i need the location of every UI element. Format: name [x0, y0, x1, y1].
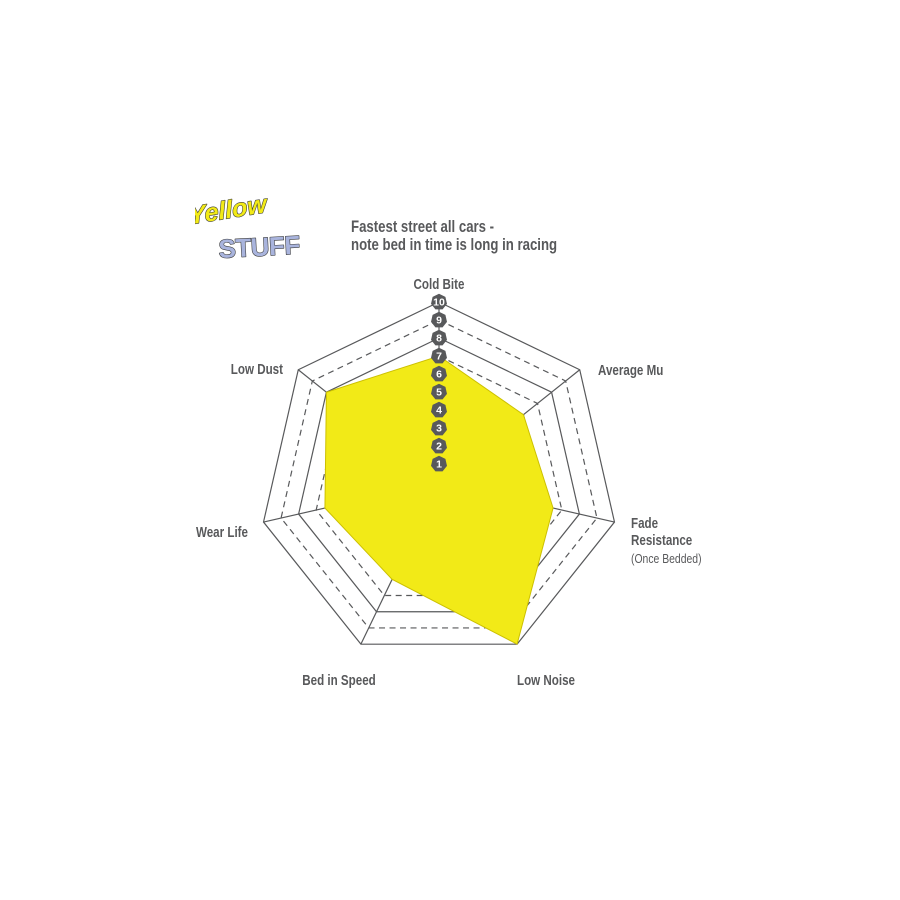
- svg-text:6: 6: [436, 369, 442, 381]
- svg-text:STUFF: STUFF: [218, 230, 301, 264]
- svg-text:4: 4: [436, 405, 442, 417]
- svg-text:9: 9: [436, 315, 442, 327]
- svg-text:3: 3: [436, 423, 442, 435]
- svg-text:1: 1: [436, 459, 442, 471]
- svg-text:8: 8: [436, 333, 442, 345]
- svg-text:2: 2: [436, 441, 442, 453]
- svg-text:7: 7: [436, 351, 442, 363]
- svg-text:Yellow: Yellow: [195, 193, 269, 230]
- svg-text:10: 10: [433, 297, 445, 309]
- svg-text:5: 5: [436, 387, 442, 399]
